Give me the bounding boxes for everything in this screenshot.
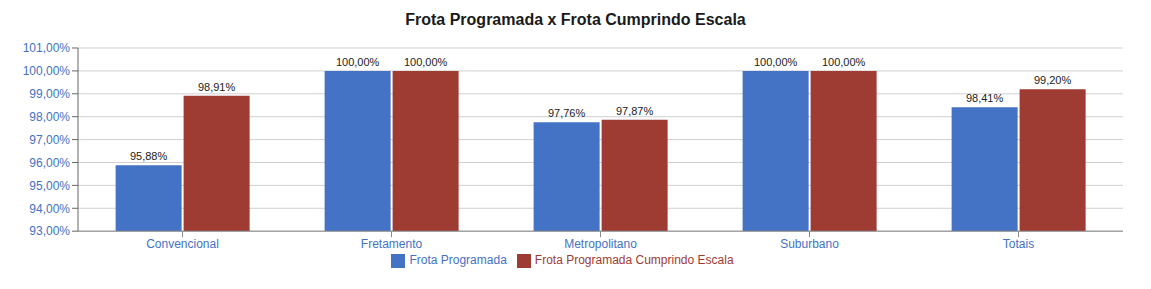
svg-text:Totais: Totais [1003, 237, 1034, 251]
html-text:Frota Programada Cumprindo Esc: Frota Programada Cumprindo Escala [534, 253, 734, 268]
svg-text:98,41%: 98,41% [966, 92, 1004, 104]
svg-text:100,00%: 100,00% [336, 56, 380, 68]
svg-text:Fretamento: Fretamento [361, 237, 423, 251]
svg-text:97,00%: 97,00% [29, 133, 70, 147]
html-text:Frota Programada x Frota Cumpr: Frota Programada x Frota Cumprindo Escal… [405, 11, 746, 28]
svg-text:95,88%: 95,88% [130, 150, 168, 162]
svg-text:93,00%: 93,00% [29, 224, 70, 238]
svg-text:100,00%: 100,00% [822, 56, 866, 68]
svg-text:98,91%: 98,91% [198, 81, 236, 93]
svg-text:94,00%: 94,00% [29, 202, 70, 216]
svg-text:96,00%: 96,00% [29, 156, 70, 170]
svg-text:Metropolitano: Metropolitano [564, 237, 637, 251]
svg-text:99,20%: 99,20% [1034, 74, 1072, 86]
svg-text:98,00%: 98,00% [29, 110, 70, 124]
svg-text:Suburbano: Suburbano [780, 237, 839, 251]
svg-text:Convencional: Convencional [146, 237, 219, 251]
svg-text:97,76%: 97,76% [548, 107, 586, 119]
svg-text:97,87%: 97,87% [616, 105, 654, 117]
svg-text:95,00%: 95,00% [29, 179, 70, 193]
svg-text:100,00%: 100,00% [23, 64, 71, 78]
svg-text:100,00%: 100,00% [754, 56, 798, 68]
html-text:Frota Programada: Frota Programada [409, 253, 507, 268]
svg-text:99,00%: 99,00% [29, 87, 70, 101]
svg-text:101,00%: 101,00% [23, 41, 71, 55]
svg-text:100,00%: 100,00% [404, 56, 448, 68]
